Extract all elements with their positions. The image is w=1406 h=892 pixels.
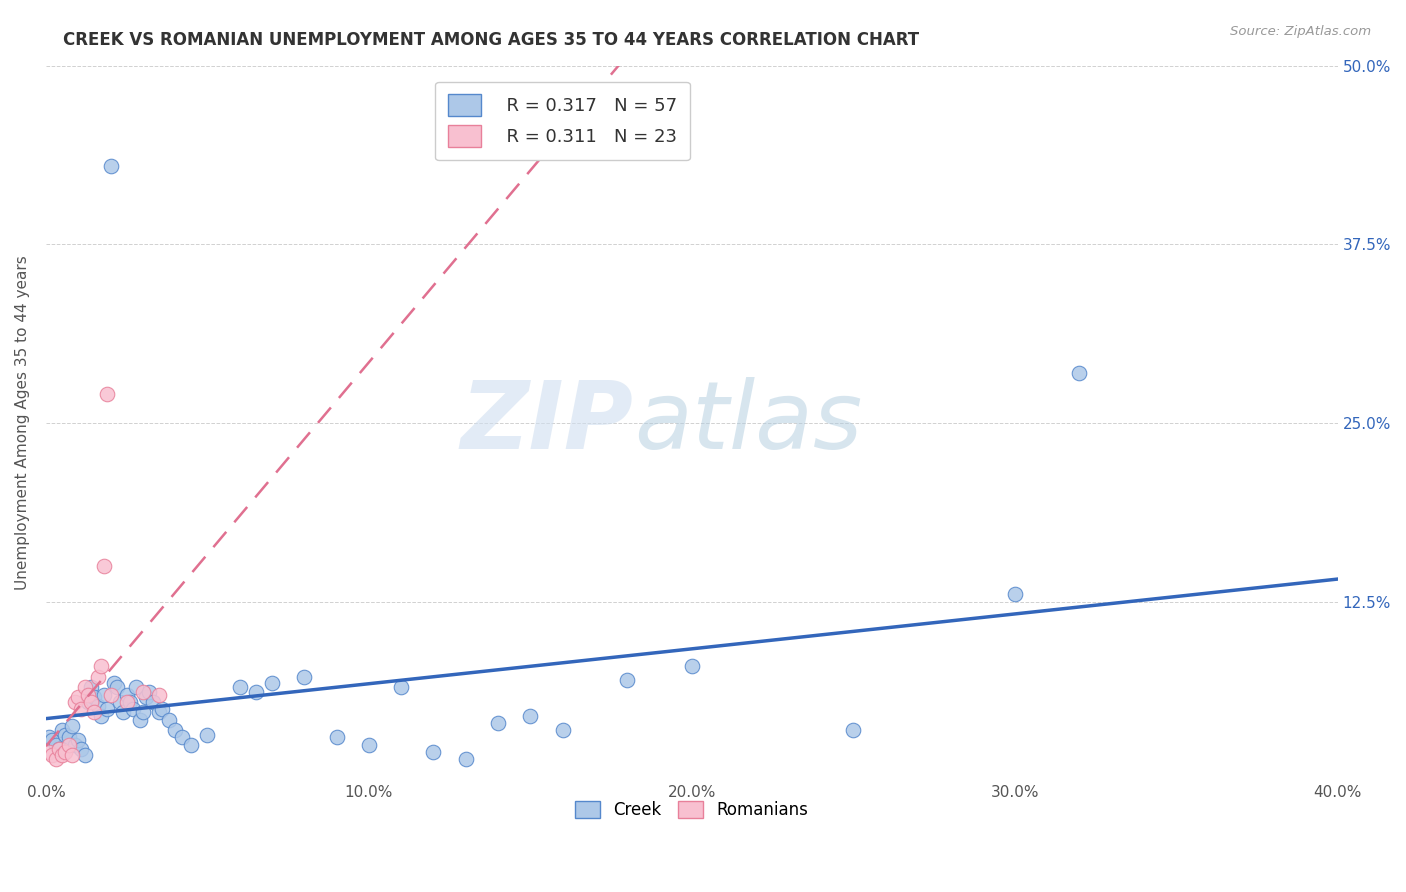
Point: [86, 698, 108, 713]
Text: Source: ZipAtlas.com: Source: ZipAtlas.com: [1230, 25, 1371, 38]
Point: [110, 695, 132, 709]
Point: [63, 695, 86, 709]
Point: [93, 558, 115, 573]
Point: [100, 159, 122, 173]
Point: [681, 659, 703, 673]
Point: [86, 670, 108, 684]
Point: [73, 681, 96, 695]
Point: [112, 705, 135, 719]
Point: [80, 695, 103, 709]
Point: [48, 742, 70, 756]
Point: [48, 742, 70, 756]
Point: [58, 738, 80, 752]
Point: [115, 695, 138, 709]
Point: [389, 681, 412, 695]
Point: [454, 752, 477, 766]
Point: [165, 723, 187, 738]
Point: [141, 695, 163, 709]
Point: [260, 676, 283, 690]
Point: [70, 702, 93, 716]
Point: [115, 688, 138, 702]
Point: [157, 713, 180, 727]
Point: [53, 727, 76, 741]
Point: [45, 752, 67, 766]
Point: [170, 731, 193, 745]
Point: [96, 702, 118, 716]
Point: [60, 747, 83, 762]
Point: [325, 731, 347, 745]
Point: [60, 719, 83, 733]
Point: [148, 688, 170, 702]
Legend: Creek, Romanians: Creek, Romanians: [568, 794, 815, 826]
Point: [103, 676, 125, 690]
Point: [63, 738, 86, 752]
Point: [1069, 366, 1091, 380]
Point: [148, 705, 170, 719]
Point: [180, 738, 202, 752]
Point: [45, 738, 67, 752]
Point: [150, 702, 173, 716]
Point: [551, 723, 574, 738]
Y-axis label: Unemployment Among Ages 35 to 44 years: Unemployment Among Ages 35 to 44 years: [15, 256, 30, 591]
Point: [486, 716, 509, 731]
Point: [292, 670, 315, 684]
Point: [422, 745, 444, 759]
Point: [122, 702, 145, 716]
Point: [67, 733, 90, 747]
Point: [38, 731, 60, 745]
Point: [132, 705, 155, 719]
Point: [357, 738, 380, 752]
Point: [125, 681, 148, 695]
Text: CREEK VS ROMANIAN UNEMPLOYMENT AMONG AGES 35 TO 44 YEARS CORRELATION CHART: CREEK VS ROMANIAN UNEMPLOYMENT AMONG AGE…: [63, 31, 920, 49]
Point: [90, 709, 112, 723]
Point: [100, 688, 122, 702]
Point: [77, 695, 100, 709]
Point: [118, 695, 141, 709]
Point: [67, 690, 90, 705]
Point: [90, 659, 112, 673]
Point: [93, 688, 115, 702]
Text: ZIP: ZIP: [461, 377, 634, 469]
Point: [135, 690, 157, 705]
Point: [73, 747, 96, 762]
Point: [1004, 587, 1026, 601]
Point: [70, 742, 93, 756]
Point: [128, 713, 150, 727]
Point: [77, 688, 100, 702]
Point: [138, 684, 160, 698]
Point: [53, 745, 76, 759]
Point: [41, 747, 63, 762]
Point: [58, 731, 80, 745]
Point: [51, 723, 73, 738]
Point: [616, 673, 638, 688]
Point: [80, 681, 103, 695]
Point: [132, 684, 155, 698]
Point: [245, 684, 267, 698]
Point: [842, 723, 865, 738]
Point: [38, 745, 60, 759]
Point: [228, 681, 250, 695]
Point: [83, 705, 105, 719]
Point: [105, 681, 128, 695]
Point: [519, 709, 541, 723]
Text: atlas: atlas: [634, 377, 862, 468]
Point: [83, 690, 105, 705]
Point: [96, 387, 118, 401]
Point: [51, 747, 73, 762]
Point: [41, 733, 63, 747]
Point: [197, 727, 219, 741]
